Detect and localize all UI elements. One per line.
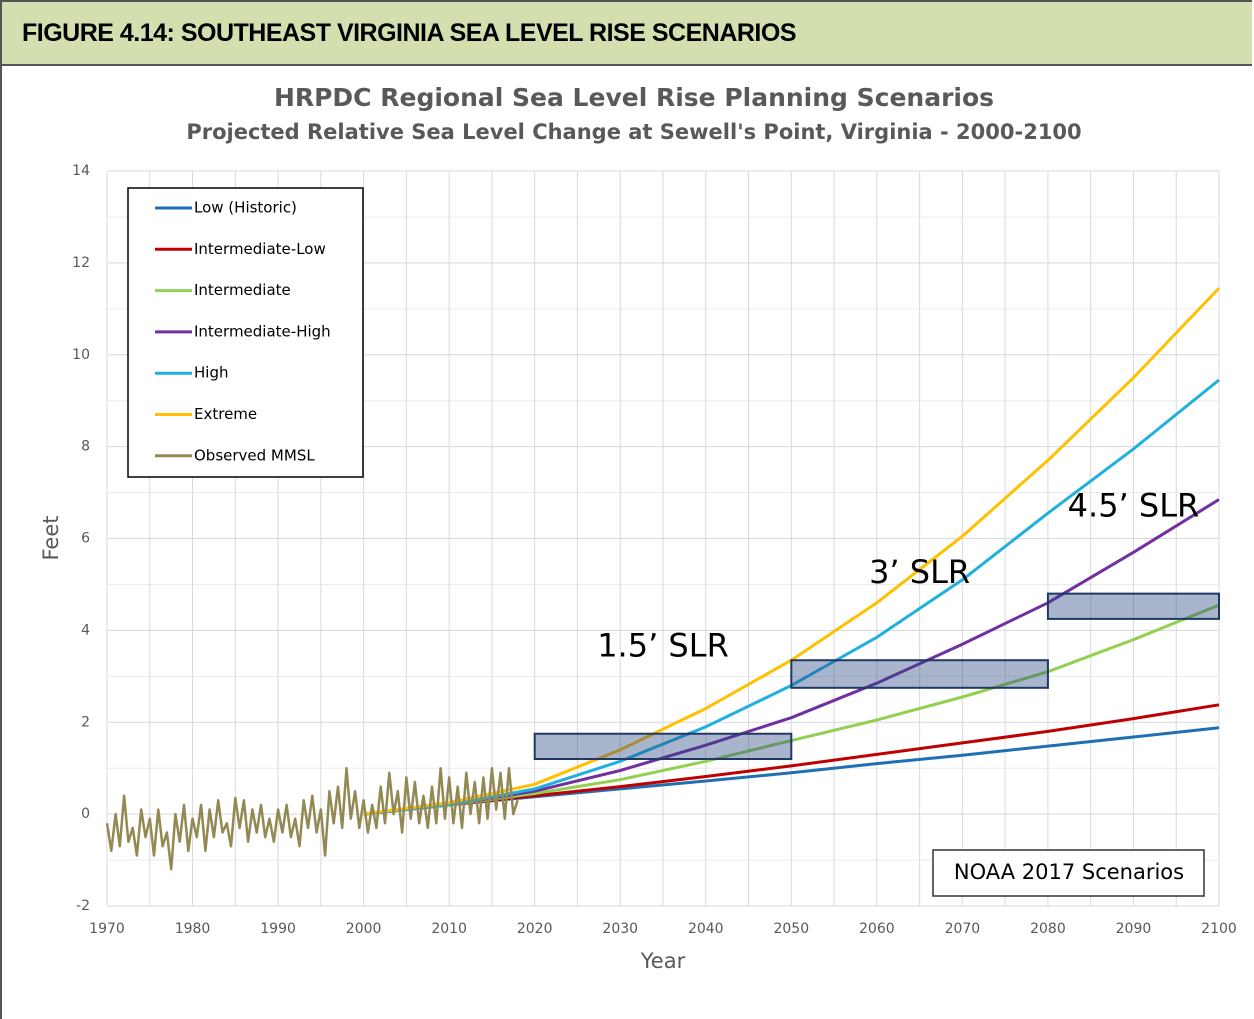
y-tick-label: -2 [76, 898, 90, 914]
x-tick-label: 2010 [431, 921, 467, 937]
band-label: 1.5’ SLR [597, 627, 729, 665]
y-tick-label: 2 [81, 714, 90, 730]
slr-band [790, 659, 1049, 689]
band-label: 4.5’ SLR [1068, 487, 1200, 525]
x-tick-label: 1970 [89, 921, 125, 937]
y-tick-label: 12 [72, 255, 90, 271]
figure-label: FIGURE 4.14: SOUTHEAST VIRGINIA SEA LEVE… [0, 0, 1252, 66]
slr-band [1046, 592, 1221, 620]
series-line [105, 766, 519, 871]
y-axis-title: Feet [39, 515, 63, 560]
x-tick-label: 2090 [1116, 921, 1152, 937]
x-tick-label: 2060 [859, 921, 895, 937]
y-tick-label: 0 [81, 806, 90, 822]
x-tick-label: 2100 [1201, 921, 1237, 937]
y-tick-label: 4 [81, 622, 90, 638]
chart-title: HRPDC Regional Sea Level Rise Planning S… [274, 83, 994, 112]
y-tick-label: 14 [72, 163, 90, 179]
x-tick-label: 2030 [602, 921, 638, 937]
y-tick-label: 10 [72, 347, 90, 363]
note: NOAA 2017 Scenarios [954, 860, 1184, 884]
x-tick-label: 1980 [175, 921, 211, 937]
legend-label: Observed MMSL [194, 446, 315, 464]
x-tick-label: 2040 [688, 921, 724, 937]
x-tick-label: 2050 [773, 921, 809, 937]
note-box [932, 849, 1205, 897]
x-tick-label: 2000 [346, 921, 382, 937]
chart-subtitle: Projected Relative Sea Level Change at S… [186, 120, 1081, 144]
legend-label: High [194, 364, 228, 382]
frame-line [0, 0, 2, 1019]
legend-label: Extreme [194, 405, 257, 423]
legend-label: Intermediate [194, 281, 291, 299]
legend-label: Intermediate-Low [194, 240, 326, 258]
legend-label: Intermediate-High [194, 322, 331, 340]
y-tick-label: 6 [81, 531, 90, 547]
x-axis-title: Year [640, 949, 686, 973]
y-tick-label: 8 [81, 439, 90, 455]
x-tick-label: 2070 [945, 921, 981, 937]
legend-label: Low (Historic) [194, 199, 297, 217]
slr-band [533, 732, 793, 760]
x-tick-label: 1990 [260, 921, 296, 937]
x-tick-label: 2020 [517, 921, 553, 937]
legend: Low (Historic) Intermediate-Low Intermedia… [127, 187, 364, 478]
x-tick-label: 2080 [1030, 921, 1066, 937]
band-label: 3’ SLR [869, 553, 970, 591]
